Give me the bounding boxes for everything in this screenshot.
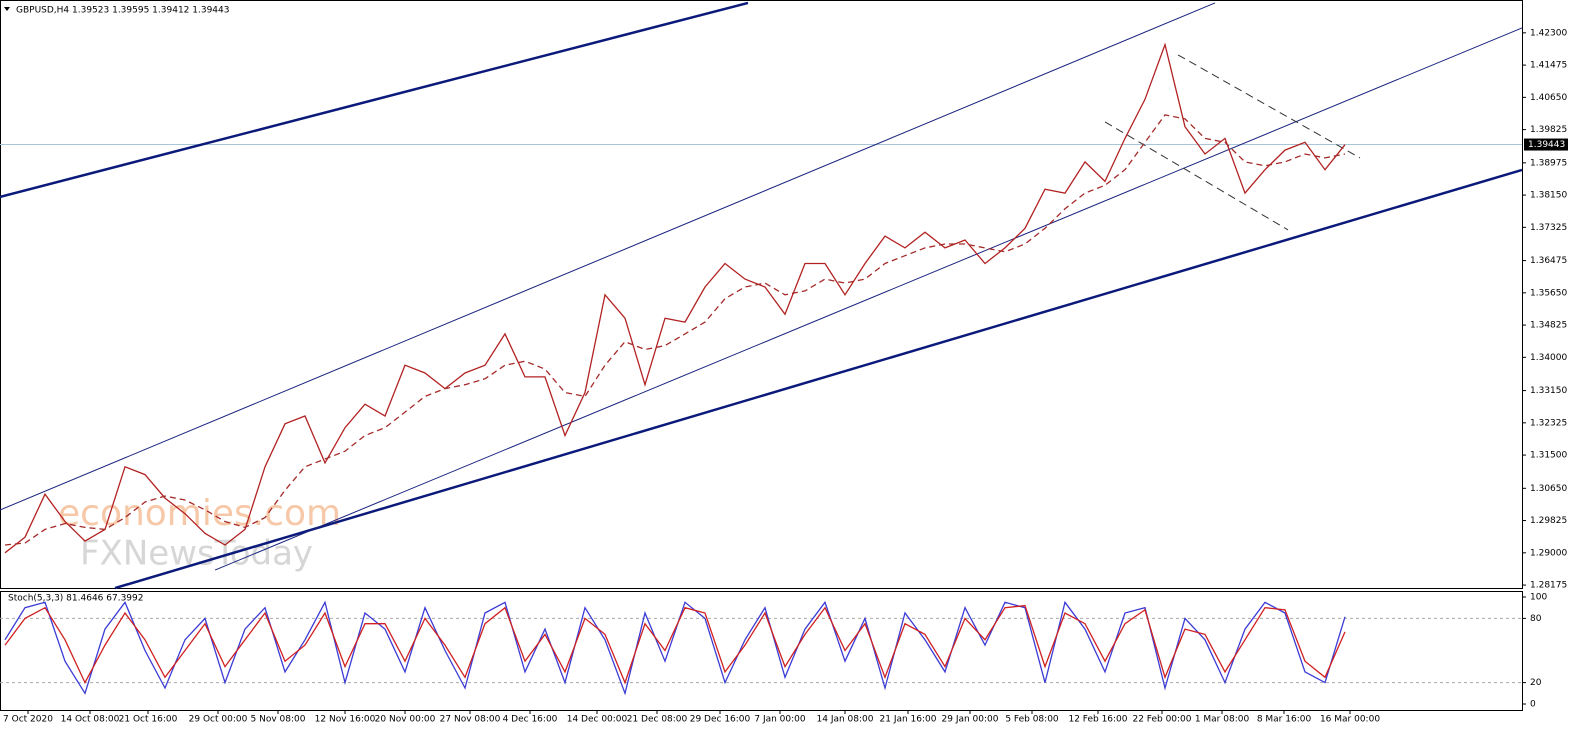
- x-tick-label: 29 Jan 00:00: [942, 715, 999, 725]
- x-tick-label: 22 Feb 00:00: [1132, 715, 1191, 725]
- y-tick-label: 1.33150: [1530, 386, 1567, 396]
- series-line: [4, 42, 1346, 554]
- trend-line: [114, 168, 1523, 590]
- y-tick-label: 1.34825: [1530, 321, 1567, 331]
- indicator-title: Stoch(5,3,3) 81.4646 67.3992: [8, 594, 143, 604]
- y-tick-label: 20: [1530, 678, 1542, 688]
- y-tick-label: 1.29825: [1530, 516, 1567, 526]
- x-tick-label: 21 Dec 08:00: [627, 715, 688, 725]
- x-tick-label: 21 Oct 16:00: [119, 715, 178, 725]
- x-tick-label: 5 Feb 08:00: [1005, 715, 1059, 725]
- current-price-label: 1.39443: [1528, 140, 1565, 150]
- x-tick-label: 4 Dec 16:00: [503, 715, 558, 725]
- x-tick-label: 1 Mar 08:00: [1195, 715, 1250, 725]
- y-tick-label: 1.40650: [1530, 93, 1567, 103]
- menu-arrow: [4, 7, 10, 11]
- y-tick-label: 1.34000: [1530, 353, 1567, 363]
- trend-line: [0, 1, 749, 199]
- y-tick-label: 80: [1530, 614, 1542, 624]
- y-tick-label: 1.31500: [1530, 451, 1567, 461]
- y-tick-label: 1.29000: [1530, 548, 1567, 558]
- y-tick-label: 1.36475: [1530, 256, 1567, 266]
- trend-line: [1177, 54, 1361, 159]
- y-tick-label: 1.38975: [1530, 158, 1567, 168]
- trend-line: [0, 2, 1216, 511]
- x-tick-label: 29 Oct 00:00: [189, 715, 248, 725]
- x-tick-label: 14 Jan 08:00: [817, 715, 874, 725]
- x-tick-label: 14 Oct 08:00: [61, 715, 120, 725]
- x-tick-label: 14 Dec 00:00: [567, 715, 628, 725]
- x-tick-label: 16 Mar 00:00: [1320, 715, 1380, 725]
- x-tick-label: 5 Nov 08:00: [251, 715, 306, 725]
- y-tick-label: 1.32325: [1530, 418, 1567, 428]
- trend-line: [1104, 121, 1289, 231]
- series-line: [4, 600, 1346, 696]
- panel-border: [0, 591, 1523, 711]
- y-tick-label: 1.39825: [1530, 125, 1567, 135]
- y-tick-label: 1.37325: [1530, 223, 1567, 233]
- x-tick-label: 21 Jan 16:00: [880, 715, 937, 725]
- trend-line: [214, 27, 1523, 571]
- x-tick-label: 8 Mar 16:00: [1257, 715, 1312, 725]
- x-tick-label: 29 Dec 16:00: [690, 715, 751, 725]
- y-tick-label: 1.30650: [1530, 484, 1567, 494]
- x-tick-label: 27 Nov 08:00: [440, 715, 501, 725]
- x-tick-label: 20 Nov 00:00: [375, 715, 436, 725]
- y-tick-label: 1.35650: [1530, 288, 1567, 298]
- panel-border: [0, 0, 1523, 589]
- current-price-box: [1524, 138, 1568, 151]
- x-tick-label: 7 Jan 00:00: [754, 715, 806, 725]
- y-tick-label: 0: [1530, 700, 1536, 710]
- y-tick-label: 1.38150: [1530, 191, 1567, 201]
- y-tick-label: 1.42300: [1530, 28, 1567, 38]
- y-tick-label: 100: [1530, 592, 1547, 602]
- y-tick-label: 1.28175: [1530, 581, 1567, 591]
- x-tick-label: 12 Nov 16:00: [315, 715, 376, 725]
- y-tick-label: 1.41475: [1530, 61, 1567, 71]
- x-tick-label: 7 Oct 2020: [3, 715, 53, 725]
- series-line: [4, 604, 1346, 685]
- x-tick-label: 12 Feb 16:00: [1068, 715, 1127, 725]
- series-line: [4, 114, 1346, 546]
- chart-title: GBPUSD,H4 1.39523 1.39595 1.39412 1.3944…: [16, 6, 229, 16]
